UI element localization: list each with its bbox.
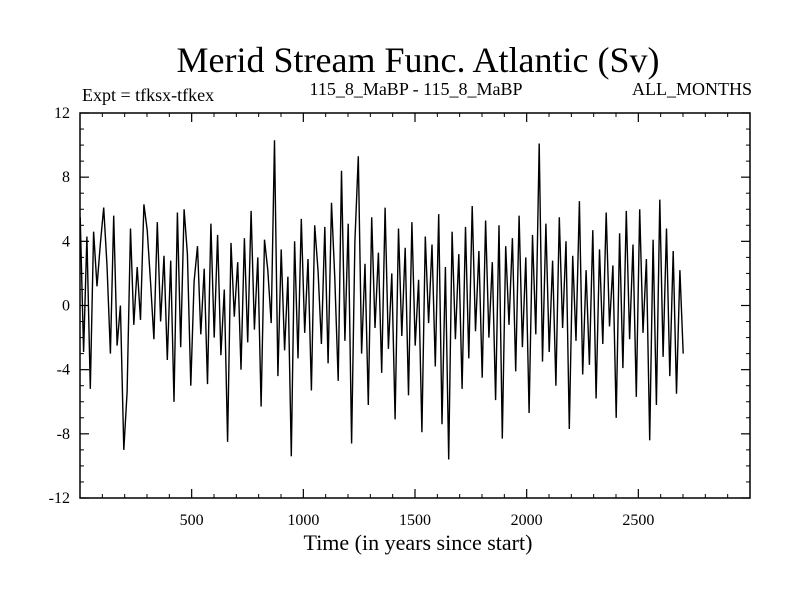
y-tick-label: 12	[54, 105, 70, 122]
x-tick-label: 1500	[399, 512, 431, 529]
x-axis-label: Time (in years since start)	[304, 530, 533, 555]
y-tick-label: -8	[57, 426, 70, 443]
y-tick-label: 4	[62, 233, 70, 250]
x-tick-label: 2000	[511, 512, 543, 529]
plot-area: 500 1000 1500 2000 2500 -12 -8 -4 0 4 8 12	[49, 105, 751, 529]
y-tick-label: -4	[57, 362, 70, 379]
x-tick-label: 2500	[622, 512, 654, 529]
x-tick-label: 500	[180, 512, 204, 529]
y-tick-label: 0	[62, 298, 70, 315]
y-tick-label: -12	[49, 490, 70, 507]
y-tick-label: 8	[62, 169, 70, 186]
plot-frame	[79, 112, 751, 499]
chart-title: Merid Stream Func. Atlantic (Sv)	[177, 40, 660, 80]
series-line-0	[79, 140, 684, 460]
tick-layer: 500 1000 1500 2000 2500 -12 -8 -4 0 4 8 12	[49, 105, 750, 529]
subtitle-months: ALL_MONTHS	[632, 79, 752, 99]
subtitle-period: 115_8_MaBP - 115_8_MaBP	[309, 79, 522, 99]
subtitle-experiment: Expt = tfksx-tfkex	[82, 85, 214, 105]
x-tick-label: 1000	[287, 512, 319, 529]
series-layer	[79, 140, 684, 460]
